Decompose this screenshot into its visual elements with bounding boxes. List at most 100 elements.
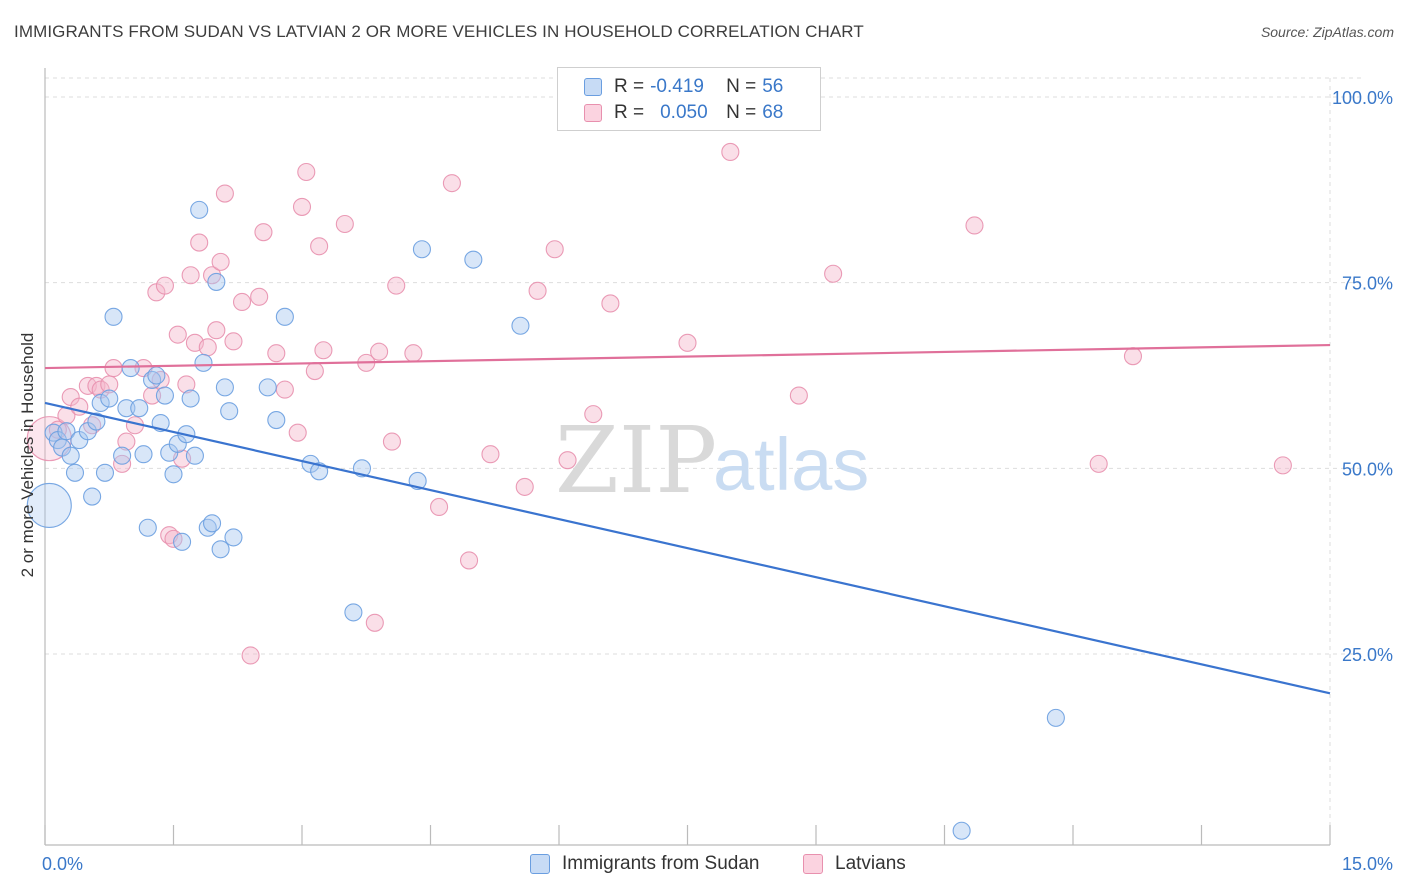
sudan-point xyxy=(207,272,226,291)
sudan-point xyxy=(113,446,132,465)
sudan-point xyxy=(511,316,530,335)
watermark-zip: ZIP xyxy=(555,407,717,514)
sudan-point xyxy=(121,359,140,378)
sudan-point xyxy=(91,393,110,413)
latvian-point xyxy=(305,361,324,381)
latvian-point xyxy=(181,266,200,285)
latvian-point xyxy=(288,423,307,442)
latvian-point xyxy=(1089,454,1108,473)
watermark-atlas: atlas xyxy=(713,423,869,506)
latvian-point xyxy=(558,451,577,470)
latvian-point xyxy=(275,380,294,399)
legend-r-label: R = xyxy=(614,76,645,97)
gridlines xyxy=(45,77,1365,845)
y-axis-label: 2 or more Vehicles in Household xyxy=(18,332,37,578)
bottom-legend-label-sudan: Immigrants from Sudan xyxy=(562,853,760,874)
sudan-point xyxy=(412,240,431,259)
sudan-point xyxy=(117,399,136,418)
latvian-point xyxy=(297,162,316,182)
legend-n-label: N = xyxy=(726,102,757,123)
sudan-point xyxy=(267,411,286,430)
latvian-point xyxy=(143,386,162,405)
sudan-point xyxy=(26,482,72,529)
legend-row-sudan: R = -0.419 N = 56 xyxy=(584,75,783,99)
bottom-legend-swatch-sudan xyxy=(530,854,550,874)
latvian-point xyxy=(382,432,402,451)
sudan-point xyxy=(138,518,157,537)
sudan-point xyxy=(100,389,119,408)
latvian-point xyxy=(721,142,740,162)
latvian-point xyxy=(215,184,234,203)
sudan-point xyxy=(203,514,222,533)
sudan-points xyxy=(26,200,1065,840)
sudan-point xyxy=(83,487,102,506)
watermark: ZIP atlas xyxy=(555,407,869,514)
latvian-point xyxy=(207,321,226,340)
bottom-legend-label-latvians: Latvians xyxy=(835,853,906,874)
sudan-point xyxy=(147,366,166,385)
y-tick-label: 100.0% xyxy=(1332,88,1393,108)
x-tick-label-max: 15.0% xyxy=(1342,854,1393,874)
latvian-point xyxy=(1273,456,1292,475)
latvian-point xyxy=(310,237,329,256)
legend-n-value-sudan: 56 xyxy=(762,76,784,97)
sudan-point xyxy=(215,378,234,397)
sudan-point xyxy=(181,389,200,408)
latvian-point xyxy=(232,292,252,312)
sudan-point xyxy=(185,446,204,465)
legend-r-value-sudan: -0.419 xyxy=(650,76,704,97)
sudan-point xyxy=(275,307,294,326)
sudan-point xyxy=(61,446,80,465)
sudan-point xyxy=(1046,708,1065,727)
latvian-point xyxy=(211,252,230,271)
latvian-point xyxy=(250,287,269,306)
latvian-point xyxy=(430,497,449,517)
latvian-point xyxy=(177,375,196,394)
sudan-point xyxy=(211,540,230,559)
legend-swatch-sudan xyxy=(584,78,602,96)
axes xyxy=(44,68,1331,846)
sudan-point xyxy=(134,445,153,464)
latvian-point xyxy=(1123,347,1143,366)
latvian-point xyxy=(515,477,534,496)
legend-n-value-latvians: 68 xyxy=(762,102,784,123)
y-tick-label: 75.0% xyxy=(1342,274,1393,294)
bottom-legend-latvians: Latvians xyxy=(803,852,906,876)
tick-labels: 25.0% 50.0% 75.0% 100.0% 0.0% 15.0% xyxy=(42,88,1393,874)
latvian-point xyxy=(459,551,479,570)
latvian-point xyxy=(678,333,697,352)
latvian-point xyxy=(370,342,389,361)
latvian-point xyxy=(224,332,243,351)
sudan-point xyxy=(344,603,363,622)
sudan-point xyxy=(258,378,277,397)
sudan-point xyxy=(87,412,106,431)
legend-row-latvians: R = 0.050 N = 68 xyxy=(584,101,783,125)
sudan-point xyxy=(164,465,183,484)
sudan-point xyxy=(155,386,174,405)
latvian-point xyxy=(387,276,406,295)
latvian-point xyxy=(198,338,217,357)
trend-lines xyxy=(44,343,1331,695)
sudan-point xyxy=(104,307,123,326)
sudan-point xyxy=(220,402,239,421)
sudan-point xyxy=(194,353,213,372)
stats-legend: R = -0.419 N = 56 R = 0.050 N = 68 xyxy=(557,67,821,131)
latvian-point xyxy=(481,445,500,464)
latvian-point xyxy=(267,344,286,363)
latvian-point xyxy=(404,344,423,363)
latvian-point xyxy=(335,214,354,234)
bottom-legend-swatch-latvians xyxy=(803,854,823,874)
y-tick-label: 50.0% xyxy=(1342,459,1393,479)
latvian-point xyxy=(601,294,620,313)
latvian-point xyxy=(254,223,273,242)
legend-n-label: N = xyxy=(726,76,757,97)
legend-r-value-latvians: 0.050 xyxy=(660,102,708,123)
chart-title: IMMIGRANTS FROM SUDAN VS LATVIAN 2 OR MO… xyxy=(14,22,864,41)
y-tick-label: 25.0% xyxy=(1342,645,1393,665)
latvian-point xyxy=(365,613,384,632)
latvian-trend-line xyxy=(44,343,1331,370)
sudan-point xyxy=(224,528,243,547)
sudan-point xyxy=(952,821,971,840)
legend-r-label: R = xyxy=(614,102,645,123)
chart-source: Source: ZipAtlas.com xyxy=(1260,24,1394,40)
